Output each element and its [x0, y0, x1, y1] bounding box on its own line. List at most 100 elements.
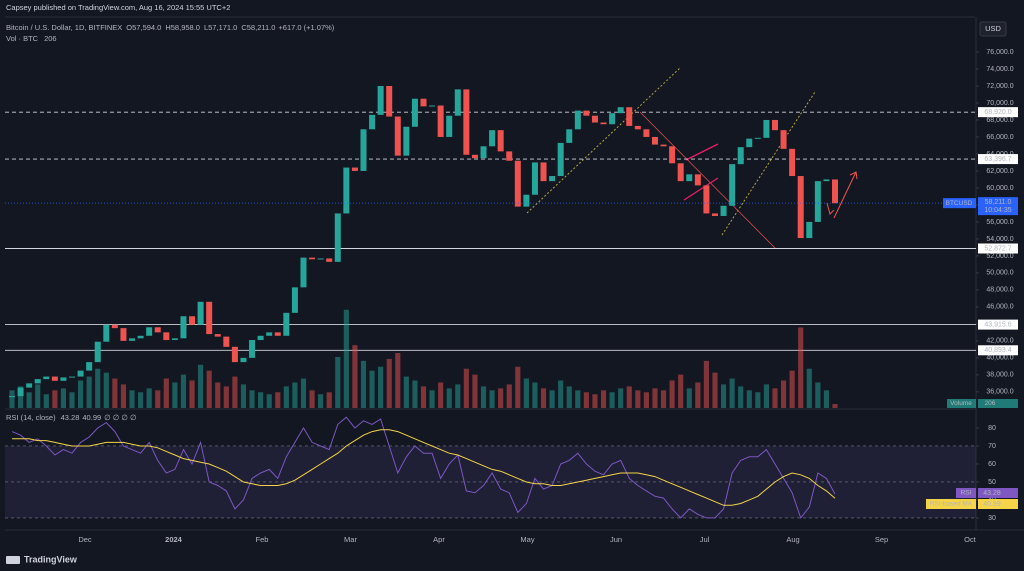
- candle: [686, 174, 693, 182]
- candle: [257, 335, 264, 341]
- candle: [609, 113, 616, 125]
- candle: [60, 377, 67, 381]
- volume-bar: [823, 390, 829, 408]
- volume-bar: [523, 378, 529, 408]
- x-tick-label: Aug: [786, 535, 799, 544]
- ohlc-value: 58,211.0: [247, 23, 276, 32]
- publisher: Capsey published on TradingView.com, Aug…: [6, 3, 230, 12]
- candle: [291, 287, 298, 313]
- volume-bar: [103, 372, 109, 408]
- candle: [34, 379, 41, 384]
- volume-bar: [643, 392, 649, 408]
- candle: [471, 154, 478, 159]
- rsi-title: RSI (14, close): [6, 413, 56, 422]
- candle: [771, 119, 778, 131]
- level-tag: [978, 319, 1018, 330]
- volume-bar: [455, 384, 461, 408]
- trend-line: [526, 67, 681, 214]
- candle: [454, 89, 461, 116]
- volume-bar: [678, 374, 684, 408]
- candle: [506, 151, 513, 161]
- candle: [480, 146, 487, 159]
- candle: [831, 179, 839, 204]
- ohlc-key: L: [204, 23, 208, 32]
- y-tick-label: 52,000.0: [986, 253, 1013, 260]
- rsi-tick-label: 70: [988, 443, 996, 450]
- volume-bar: [138, 392, 144, 408]
- x-tick-label: 2024: [165, 535, 183, 544]
- candle: [223, 336, 230, 347]
- rsi-value: 43.28: [61, 413, 80, 422]
- candle: [309, 257, 316, 260]
- volume-bar: [618, 388, 624, 408]
- candle: [43, 376, 50, 380]
- rsi-tag-name: RSI-based MA: [930, 501, 973, 508]
- volume-bar: [755, 392, 761, 408]
- volume-bar: [180, 374, 187, 408]
- volume-bar: [515, 366, 521, 408]
- volume-bar: [635, 390, 641, 408]
- currency-button[interactable]: [979, 21, 1007, 37]
- candle: [514, 160, 521, 207]
- arrow: [849, 171, 858, 180]
- volume-bar: [540, 388, 547, 408]
- volume-bar: [412, 380, 418, 408]
- volume-title: Vol · BTC: [6, 34, 39, 43]
- arrow: [833, 171, 857, 219]
- candle: [86, 362, 93, 371]
- volume-bar: [112, 378, 118, 408]
- candle: [557, 142, 564, 177]
- ohlc-key: O: [126, 23, 132, 32]
- candle: [283, 312, 290, 336]
- candle: [591, 115, 598, 123]
- volume-bar: [806, 368, 812, 408]
- candle: [120, 328, 127, 341]
- volume-bar: [446, 388, 452, 408]
- candle: [540, 162, 547, 182]
- volume-bar: [832, 403, 838, 408]
- ohlc-key: H: [165, 23, 170, 32]
- candle: [94, 341, 101, 363]
- level-label: 40,893.4: [984, 347, 1011, 354]
- candle: [377, 85, 384, 115]
- volume-bar: [695, 382, 701, 408]
- rsi-tag-value: 40.99: [983, 501, 1001, 508]
- candle: [103, 324, 110, 342]
- rsi-tag: [978, 488, 1018, 498]
- volume-bar: [326, 392, 332, 408]
- volume-bar: [472, 374, 478, 408]
- level-label: 52,872.7: [984, 245, 1011, 252]
- candle: [651, 136, 658, 145]
- symbol-tag: [943, 198, 976, 209]
- volume-bar: [815, 382, 821, 408]
- level-tag: [978, 154, 1018, 165]
- trend-line: [721, 91, 816, 236]
- volume-bar: [129, 390, 135, 408]
- change: +617.0 (+1.07%): [278, 23, 334, 32]
- candle: [206, 301, 213, 335]
- volume-bar: [223, 386, 229, 408]
- volume-bar: [549, 390, 555, 408]
- y-tick-label: 56,000.0: [986, 219, 1013, 226]
- volume-value-label: 206: [985, 400, 996, 407]
- candle: [780, 130, 787, 149]
- candle: [411, 98, 418, 127]
- x-tick-label: Dec: [78, 535, 92, 544]
- candle: [26, 383, 33, 388]
- volume-bar: [26, 392, 32, 408]
- volume-bar: [746, 390, 752, 408]
- candle: [171, 338, 178, 341]
- volume-bar: [258, 392, 264, 408]
- volume-bar: [52, 390, 58, 408]
- level-label: 68,920.0: [984, 109, 1011, 116]
- volume-bar: [763, 384, 769, 408]
- level-tag: [978, 107, 1018, 118]
- x-tick-label: Feb: [256, 535, 269, 544]
- volume-bar: [780, 380, 787, 408]
- volume-bar: [558, 380, 564, 408]
- candle: [403, 126, 410, 156]
- ohlc-value: 58,958.0: [171, 23, 200, 32]
- volume-bar: [429, 390, 435, 408]
- currency[interactable]: USD: [985, 24, 1001, 33]
